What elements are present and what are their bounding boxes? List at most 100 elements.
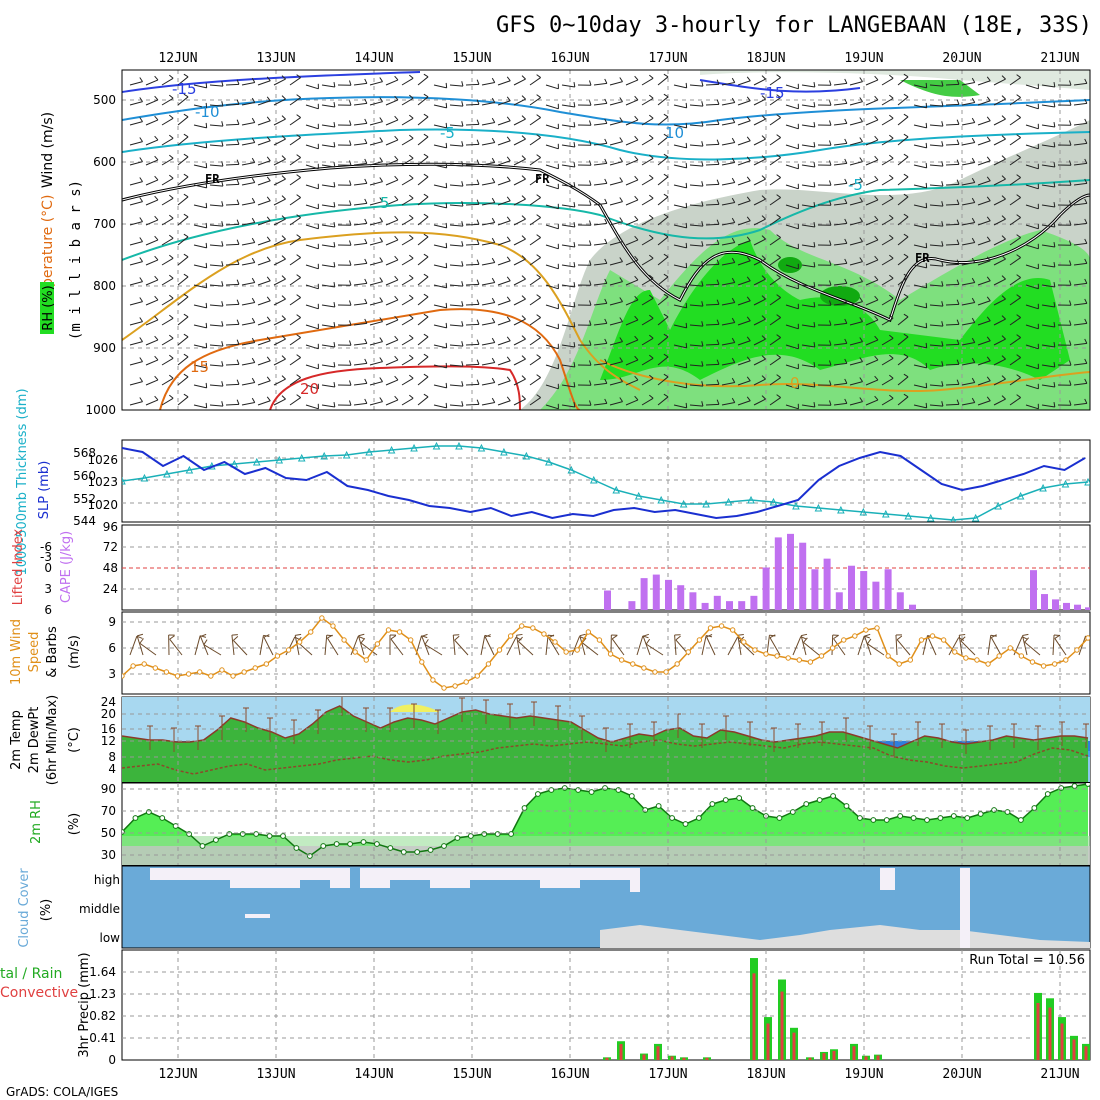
wind-contour-minus15 bbox=[122, 71, 861, 93]
dewpt2m-axis-label: 2m DewPt bbox=[27, 707, 42, 774]
wind-marker bbox=[385, 627, 392, 633]
date-label-top: 20JUN bbox=[942, 51, 981, 66]
rh-marker bbox=[122, 829, 125, 835]
wind-speed-axis-label: Speed bbox=[27, 632, 42, 673]
rh-marker bbox=[816, 797, 823, 803]
thickness-marker bbox=[792, 501, 800, 510]
wind-marker bbox=[663, 669, 669, 675]
axis-tick-label: 6 bbox=[44, 603, 52, 617]
rh-marker bbox=[159, 815, 166, 821]
wind-marker bbox=[163, 669, 170, 675]
rh-marker bbox=[293, 845, 300, 851]
rh-marker bbox=[280, 833, 286, 839]
rh-marker bbox=[749, 805, 756, 811]
wind-marker bbox=[219, 667, 225, 673]
cape-panel: -6-30 3 6 96 72 48 24 Lifted Index CAPE (J/kg) bbox=[11, 520, 1091, 617]
wind-marker bbox=[463, 679, 469, 685]
wind-marker bbox=[552, 639, 558, 645]
wind-marker bbox=[729, 627, 736, 633]
axis-tick-label: 50 bbox=[101, 826, 116, 840]
thickness-marker bbox=[1039, 483, 1047, 492]
wind-marker bbox=[363, 657, 369, 663]
wind-marker bbox=[1063, 657, 1069, 663]
date-label-bottom: 19JUN bbox=[844, 1067, 883, 1082]
rh-marker bbox=[830, 793, 836, 799]
axis-tick-label: 900 bbox=[93, 341, 116, 355]
rh-marker bbox=[789, 809, 796, 815]
contour-label: -15 bbox=[760, 84, 785, 102]
rh-marker bbox=[709, 801, 716, 807]
date-label-top: 21JUN bbox=[1040, 51, 1079, 66]
axis-tick-label: 48 bbox=[103, 561, 118, 575]
wind-barbs-axis-label: & Barbs bbox=[45, 626, 60, 678]
convective-bar bbox=[822, 1053, 826, 1060]
axis-tick-label: 70 bbox=[101, 804, 116, 818]
wind-marker bbox=[441, 685, 447, 691]
wind-marker bbox=[852, 633, 858, 639]
slp-axis-label: SLP (mb) bbox=[37, 461, 52, 520]
axis-tick-label: 8 bbox=[108, 750, 116, 764]
wind-marker bbox=[174, 673, 181, 679]
axis-tick-label: low bbox=[100, 931, 121, 945]
axis-tick-label: 0 bbox=[108, 1053, 116, 1067]
convective-bar bbox=[1036, 1002, 1040, 1060]
rh-marker bbox=[1018, 817, 1024, 823]
rh-marker bbox=[400, 849, 407, 855]
rh-marker bbox=[320, 843, 327, 849]
wind-marker bbox=[530, 625, 536, 631]
rh-marker bbox=[226, 831, 233, 837]
rh-marker bbox=[199, 843, 206, 849]
axis-tick-label: -3 bbox=[40, 550, 52, 564]
date-label-top: 12JUN bbox=[158, 51, 197, 66]
convective-bar bbox=[832, 1050, 836, 1060]
wind-marker bbox=[122, 673, 125, 679]
rh2m-axis-label: 2m RH bbox=[29, 800, 44, 844]
slp-thickness-panel: 568 560 552 544 1026 1023 1020 1000-500mb Thic… bbox=[15, 388, 1091, 576]
convective-bar bbox=[705, 1057, 709, 1060]
wind-marker bbox=[485, 661, 492, 667]
precip-axis-label: 3hr Precip (mm) bbox=[77, 952, 92, 1057]
wind-marker bbox=[641, 665, 647, 671]
rh-marker bbox=[776, 815, 783, 821]
rh-marker bbox=[843, 803, 850, 809]
upper-air-panel: -15 -10 -5 -15 -5 5 10 15 20 0 FR FR FR … bbox=[40, 69, 1091, 417]
wind-marker bbox=[929, 633, 936, 639]
rh-marker bbox=[427, 847, 434, 853]
rh-marker bbox=[253, 831, 260, 837]
convective-bar bbox=[656, 1046, 660, 1060]
axis-tick-label: 1.64 bbox=[89, 965, 116, 979]
cape-bar bbox=[1085, 607, 1090, 610]
rh-marker bbox=[642, 807, 649, 813]
thickness-marker bbox=[1084, 477, 1090, 486]
thickness-marker bbox=[950, 515, 957, 522]
convective-bar bbox=[670, 1056, 674, 1060]
thickness-marker bbox=[926, 513, 935, 522]
thickness-marker bbox=[702, 499, 710, 508]
rh-marker bbox=[964, 815, 971, 821]
rh-marker bbox=[575, 787, 582, 793]
thickness-marker bbox=[252, 457, 261, 466]
wind-marker bbox=[274, 653, 281, 659]
date-axis-bottom: 12JUN 13JUN 14JUN 15JUN 16JUN 17JUN 18JUN 19JUN… bbox=[158, 1067, 1079, 1082]
convective-bar bbox=[752, 973, 756, 1060]
axis-tick-label: 560 bbox=[73, 469, 96, 483]
contour-label: 0 bbox=[790, 374, 800, 392]
freezing-label: FR bbox=[205, 172, 220, 186]
date-label-bottom: 21JUN bbox=[1040, 1067, 1079, 1082]
wind-marker bbox=[241, 669, 247, 675]
date-label-top: 13JUN bbox=[256, 51, 295, 66]
wind-marker bbox=[829, 645, 836, 651]
rh-marker bbox=[508, 831, 514, 837]
wind-contour-minus5 bbox=[122, 128, 1090, 161]
thickness-marker bbox=[657, 495, 665, 504]
axis-tick-label: 500 bbox=[93, 93, 116, 107]
wind-marker bbox=[907, 657, 914, 663]
thickness-line bbox=[122, 445, 1089, 521]
axis-tick-label: 3 bbox=[108, 667, 116, 681]
cape-bar bbox=[726, 601, 733, 610]
rh-marker bbox=[387, 845, 394, 851]
date-label-top: 14JUN bbox=[354, 51, 393, 66]
thickness-marker bbox=[410, 443, 418, 452]
date-label-top: 16JUN bbox=[550, 51, 589, 66]
thickness-marker bbox=[567, 465, 576, 474]
